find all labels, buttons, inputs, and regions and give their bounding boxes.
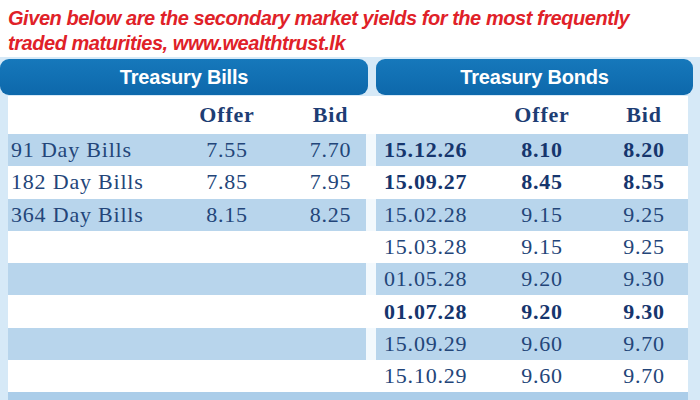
half-divider xyxy=(366,96,376,134)
bonds-row-half: 15.02.289.159.25 xyxy=(376,199,688,231)
bill-offer-value xyxy=(171,360,283,392)
bonds-bid-column-header: Bid xyxy=(586,96,688,134)
bill-offer-value xyxy=(171,263,283,295)
half-divider xyxy=(366,263,376,295)
bond-bid-value: 8.20 xyxy=(586,134,688,166)
table-row: 15.10.299.609.70 xyxy=(8,360,688,392)
bills-bid-column-header: Bid xyxy=(283,96,366,134)
bond-maturity-label: 01.07.28 xyxy=(376,295,484,327)
bills-row-half xyxy=(8,263,366,295)
bond-offer-value: 9.20 xyxy=(484,263,586,295)
bill-maturity-label xyxy=(8,328,171,360)
half-divider xyxy=(366,166,376,198)
table-row: 01.05.289.209.30 xyxy=(8,263,688,295)
table-row: 364 Day Bills8.158.25 15.02.289.159.25 xyxy=(8,199,688,231)
bills-header-half: Offer Bid xyxy=(8,96,366,134)
intro-text: Given below are the secondary market yie… xyxy=(8,6,629,56)
intro-line-1: Given below are the secondary market yie… xyxy=(8,6,629,31)
bill-maturity-label: 91 Day Bills xyxy=(8,134,171,166)
bill-maturity-label xyxy=(8,263,171,295)
bond-offer-value: 9.20 xyxy=(484,295,586,327)
bill-maturity-label xyxy=(8,295,171,327)
bond-maturity-label: 15.09.27 xyxy=(376,166,484,198)
bill-offer-value xyxy=(171,231,283,263)
half-divider xyxy=(366,295,376,327)
bill-bid-value xyxy=(283,295,366,327)
bonds-row-half: 01.05.289.209.30 xyxy=(376,263,688,295)
yields-table: Offer Bid Offer Bid 91 Day Bills7.557.70… xyxy=(8,96,688,400)
bill-offer-value: 7.85 xyxy=(171,166,283,198)
bill-maturity-label: 364 Day Bills xyxy=(8,199,171,231)
table-rows: 91 Day Bills7.557.7015.12.268.108.20182 … xyxy=(8,134,688,392)
bill-bid-value xyxy=(283,328,366,360)
bills-row-half xyxy=(8,328,366,360)
bond-maturity-label: 15.09.29 xyxy=(376,328,484,360)
table-row: 15.03.289.159.25 xyxy=(8,231,688,263)
half-divider xyxy=(366,360,376,392)
bond-maturity-label: 15.12.26 xyxy=(376,134,484,166)
bill-offer-value xyxy=(171,328,283,360)
bottom-strip xyxy=(8,392,688,400)
bonds-row-half: 15.10.299.609.70 xyxy=(376,360,688,392)
bills-row-half xyxy=(8,295,366,327)
bonds-offer-column-header: Offer xyxy=(484,96,586,134)
market-yields-panel: Given below are the secondary market yie… xyxy=(0,0,700,400)
half-divider xyxy=(366,328,376,360)
bills-offer-column-header: Offer xyxy=(171,96,283,134)
bill-bid-value xyxy=(283,360,366,392)
bill-bid-value xyxy=(283,263,366,295)
table-row: 15.09.299.609.70 xyxy=(8,328,688,360)
table-row: 91 Day Bills7.557.70 15.12.268.108.20 xyxy=(8,134,688,166)
bills-row-half: 91 Day Bills7.557.70 xyxy=(8,134,366,166)
bond-offer-value: 8.10 xyxy=(484,134,586,166)
half-divider xyxy=(366,231,376,263)
bond-bid-value: 9.70 xyxy=(586,360,688,392)
bond-bid-value: 8.55 xyxy=(586,166,688,198)
bonds-row-half: 15.03.289.159.25 xyxy=(376,231,688,263)
half-divider xyxy=(366,134,376,166)
bond-offer-value: 9.15 xyxy=(484,199,586,231)
bond-bid-value: 9.25 xyxy=(586,199,688,231)
bond-bid-value: 9.25 xyxy=(586,231,688,263)
bonds-row-half: 15.12.268.108.20 xyxy=(376,134,688,166)
bill-offer-value xyxy=(171,295,283,327)
bill-maturity-label xyxy=(8,231,171,263)
bond-bid-value: 9.30 xyxy=(586,295,688,327)
bond-maturity-label: 01.05.28 xyxy=(376,263,484,295)
bill-bid-value xyxy=(283,231,366,263)
table-row: 182 Day Bills7.857.95 15.09.278.458.55 xyxy=(8,166,688,198)
bond-offer-value: 9.60 xyxy=(484,360,586,392)
bonds-header-half: Offer Bid xyxy=(376,96,688,134)
treasury-bonds-header: Treasury Bonds xyxy=(376,59,693,95)
table-row: 01.07.289.209.30 xyxy=(8,295,688,327)
half-divider xyxy=(366,199,376,231)
bond-maturity-label: 15.10.29 xyxy=(376,360,484,392)
bond-maturity-label: 15.02.28 xyxy=(376,199,484,231)
bond-offer-value: 9.15 xyxy=(484,231,586,263)
treasury-bills-header: Treasury Bills xyxy=(0,59,368,95)
bond-bid-value: 9.30 xyxy=(586,263,688,295)
bonds-row-half: 15.09.299.609.70 xyxy=(376,328,688,360)
bill-bid-value: 7.70 xyxy=(283,134,366,166)
bonds-header-spacer xyxy=(376,96,484,134)
bonds-row-half: 15.09.278.458.55 xyxy=(376,166,688,198)
bills-row-half: 364 Day Bills8.158.25 xyxy=(8,199,366,231)
bond-bid-value: 9.70 xyxy=(586,328,688,360)
bonds-row-half: 01.07.289.209.30 xyxy=(376,295,688,327)
bills-row-half: 182 Day Bills7.857.95 xyxy=(8,166,366,198)
bill-offer-value: 8.15 xyxy=(171,199,283,231)
bill-bid-value: 8.25 xyxy=(283,199,366,231)
bill-maturity-label xyxy=(8,360,171,392)
bill-offer-value: 7.55 xyxy=(171,134,283,166)
bills-header-spacer xyxy=(8,96,171,134)
bill-maturity-label: 182 Day Bills xyxy=(8,166,171,198)
bond-offer-value: 9.60 xyxy=(484,328,586,360)
bills-row-half xyxy=(8,360,366,392)
bill-bid-value: 7.95 xyxy=(283,166,366,198)
bond-maturity-label: 15.03.28 xyxy=(376,231,484,263)
column-header-row: Offer Bid Offer Bid xyxy=(8,96,688,134)
intro-line-2: traded maturities, www.wealthtrust.lk xyxy=(8,31,629,56)
bond-offer-value: 8.45 xyxy=(484,166,586,198)
bills-row-half xyxy=(8,231,366,263)
